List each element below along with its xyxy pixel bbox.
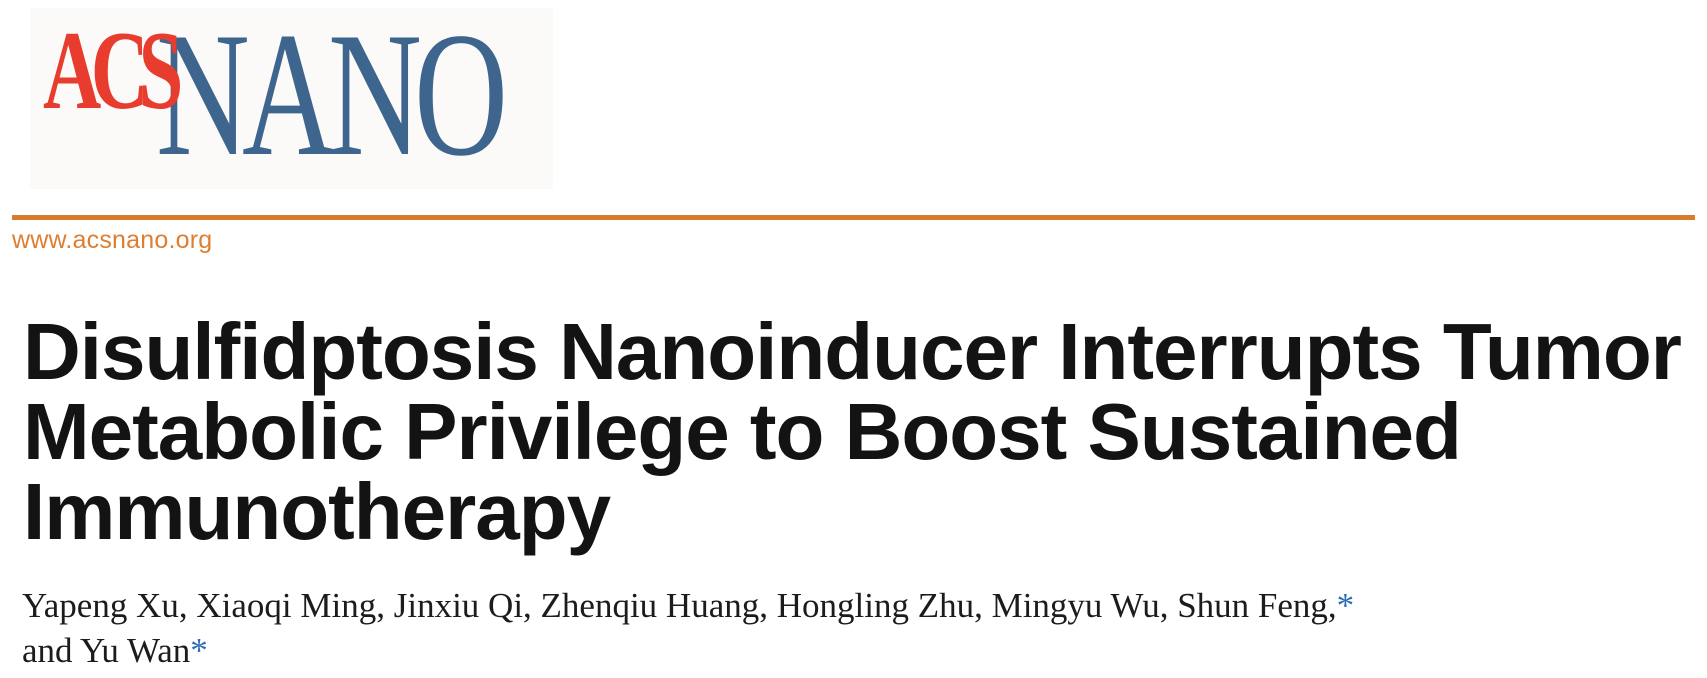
author-names-line-1: Yapeng Xu, Xiaoqi Ming, Jinxiu Qi, Zhenq… bbox=[22, 586, 1337, 625]
acs-nano-logo: ACS NANO bbox=[30, 0, 553, 193]
journal-url-link[interactable]: www.acsnano.org bbox=[12, 226, 213, 254]
corresponding-author-mark-2[interactable]: * bbox=[190, 631, 208, 670]
author-names-line-2: and Yu Wan bbox=[22, 631, 191, 670]
title-line-1: Disulfidptosis Nanoinducer Interrupts Tu… bbox=[23, 307, 1682, 396]
masthead-rule bbox=[12, 215, 1695, 220]
corresponding-author-mark-1[interactable]: * bbox=[1336, 586, 1355, 625]
title-line-2: Metabolic Privilege to Boost Sustained bbox=[23, 387, 1462, 476]
logo-text-nano: NANO bbox=[156, 0, 508, 193]
title-line-3: Immunotherapy bbox=[23, 467, 611, 556]
article-title: Disulfidptosis Nanoinducer Interrupts Tu… bbox=[23, 307, 1682, 556]
author-list: Yapeng Xu, Xiaoqi Ming, Jinxiu Qi, Zhenq… bbox=[22, 583, 1354, 673]
logo-text-acs: ACS bbox=[43, 9, 183, 133]
